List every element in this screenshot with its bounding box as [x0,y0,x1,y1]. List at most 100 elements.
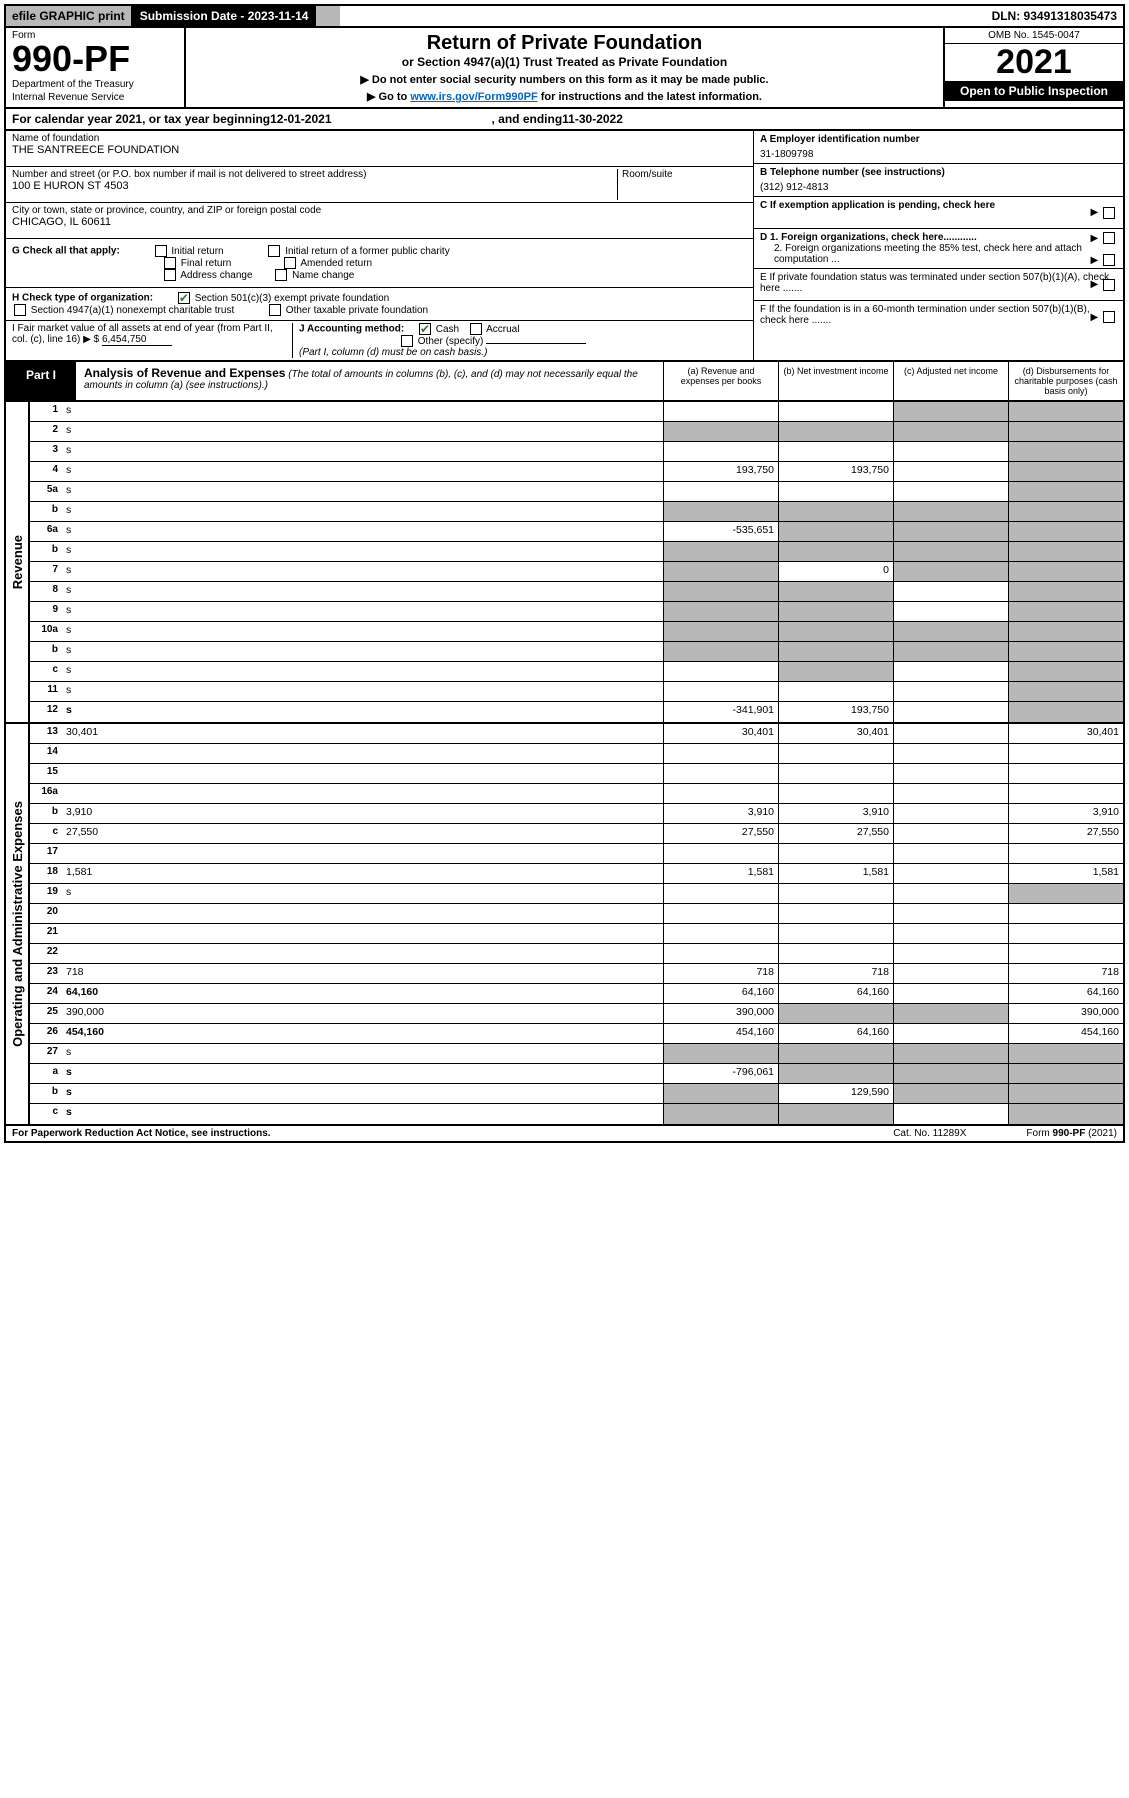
amount-col-d [1008,1044,1123,1063]
table-row: c27,55027,55027,55027,550 [30,824,1123,844]
phone: (312) 912-4813 [760,182,1117,193]
line-number: 16a [30,784,62,803]
table-row: b3,9103,9103,9103,910 [30,804,1123,824]
revenue-side-label: Revenue [6,402,30,722]
chk-other-method[interactable] [401,335,413,347]
amount-col-b: 193,750 [778,702,893,722]
h-opt-3: Other taxable private foundation [286,305,428,316]
amount-col-c [893,602,1008,621]
chk-d2[interactable] [1103,254,1115,266]
amount-col-b [778,1004,893,1023]
amount-col-c [893,804,1008,823]
chk-d1[interactable] [1103,232,1115,244]
chk-4947[interactable] [14,304,26,316]
line-description: s [62,622,663,641]
table-row: 26454,160454,16064,160454,160 [30,1024,1123,1044]
table-row: 19s [30,884,1123,904]
line-number: 17 [30,844,62,863]
table-row: 21 [30,924,1123,944]
table-row: 16a [30,784,1123,804]
chk-f[interactable] [1103,311,1115,323]
amount-col-c [893,884,1008,903]
d2-label: 2. Foreign organizations meeting the 85%… [774,243,1082,265]
table-row: 25390,000390,000390,000 [30,1004,1123,1024]
table-row: 9s [30,602,1123,622]
city: CHICAGO, IL 60611 [12,216,747,228]
amount-col-c [893,1104,1008,1124]
g-opt-1: Final return [181,258,232,269]
amount-col-b [778,1044,893,1063]
amount-col-b: 718 [778,964,893,983]
amount-col-a [663,482,778,501]
chk-initial-former[interactable] [268,245,280,257]
line-number: 7 [30,562,62,581]
line-description: 454,160 [62,1024,663,1043]
chk-other-taxable[interactable] [269,304,281,316]
table-row: 2s [30,422,1123,442]
col-a: (a) Revenue and expenses per books [663,362,778,400]
amount-col-c [893,864,1008,883]
line-description: 718 [62,964,663,983]
chk-name-change[interactable] [275,269,287,281]
g-label: G Check all that apply: [12,246,120,257]
line-number: 1 [30,402,62,421]
chk-e[interactable] [1103,279,1115,291]
line-number: 6a [30,522,62,541]
chk-501c3[interactable] [178,292,190,304]
amount-col-b [778,844,893,863]
line-number: 20 [30,904,62,923]
amount-col-b [778,944,893,963]
amount-col-d [1008,1104,1123,1124]
chk-c[interactable] [1103,207,1115,219]
table-row: 15 [30,764,1123,784]
amount-col-b [778,744,893,763]
addr-label: Number and street (or P.O. box number if… [12,169,617,180]
amount-col-d [1008,542,1123,561]
g-opt-0: Initial return [171,246,223,257]
line-number: 10a [30,622,62,641]
table-row: bs [30,542,1123,562]
table-row: bs129,590 [30,1084,1123,1104]
amount-col-d: 454,160 [1008,1024,1123,1043]
submission-date-spacer [316,6,339,26]
amount-col-a [663,582,778,601]
chk-initial[interactable] [155,245,167,257]
line-description: s [62,402,663,421]
part1-title: Analysis of Revenue and Expenses [84,366,285,380]
amount-col-a [663,502,778,521]
revenue-table: Revenue 1s2s3s4s193,750193,7505asbs6as-5… [4,402,1125,724]
chk-accrual[interactable] [470,323,482,335]
form-number: 990-PF [12,41,178,77]
amount-col-b [778,884,893,903]
line-description [62,844,663,863]
dln: DLN: 93491318035473 [986,6,1123,26]
j-other: Other (specify) [418,336,484,347]
h-label: H Check type of organization: [12,293,153,304]
line-description [62,744,663,763]
calendar-year-line: For calendar year 2021, or tax year begi… [4,109,1125,131]
amount-col-c [893,744,1008,763]
line-number: 14 [30,744,62,763]
amount-col-d: 27,550 [1008,824,1123,843]
chk-final[interactable] [164,257,176,269]
amount-col-b [778,602,893,621]
chk-cash[interactable] [419,323,431,335]
chk-addr-change[interactable] [164,269,176,281]
amount-col-d [1008,784,1123,803]
city-label: City or town, state or province, country… [12,205,747,216]
table-row: 27s [30,1044,1123,1064]
irs-link[interactable]: www.irs.gov/Form990PF [410,91,537,103]
line-description: s [62,442,663,461]
expenses-side-label: Operating and Administrative Expenses [6,724,30,1124]
chk-amended[interactable] [284,257,296,269]
line-description: s [62,522,663,541]
line-number: 2 [30,422,62,441]
name-label: Name of foundation [12,133,747,144]
line-description: 64,160 [62,984,663,1003]
amount-col-a [663,844,778,863]
efile-button[interactable]: efile GRAPHIC print [6,6,132,26]
calyear-end: 11-30-2022 [562,112,623,126]
amount-col-a [663,562,778,581]
line-description: s [62,1044,663,1063]
expenses-table: Operating and Administrative Expenses 13… [4,724,1125,1126]
